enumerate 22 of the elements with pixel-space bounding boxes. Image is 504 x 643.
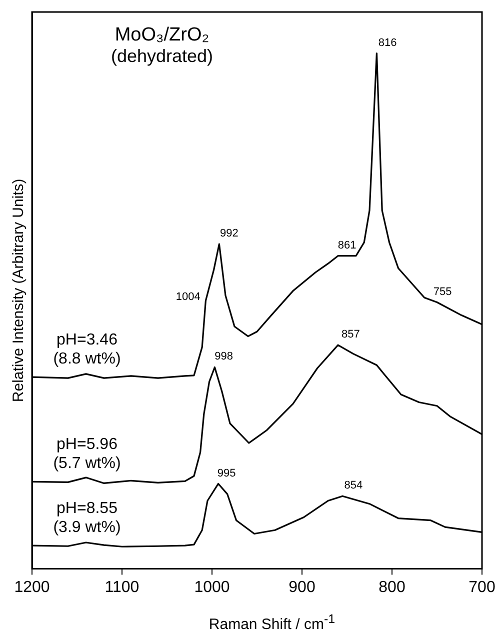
series-label: pH=5.96 (5.7 wt%) <box>53 436 121 472</box>
annotation: 995 <box>217 467 236 480</box>
y-axis-title: Relative Intensity (Arbitrary Units) <box>10 178 28 402</box>
annotation: 755 <box>433 286 452 298</box>
annotation: 1004 <box>176 291 200 304</box>
x-tick-label: 1000 <box>194 578 230 596</box>
chart-title: MoO₃/ZrO₂ <box>114 24 210 46</box>
x-tick-label: 700 <box>468 578 496 596</box>
x-axis-title: Raman Shift / cm$^{-1}$ <box>208 612 336 633</box>
x-tick-label: 1200 <box>14 578 50 596</box>
series-label: pH=8.55 (3.9 wt%) <box>53 500 121 536</box>
annotation: 992 <box>220 228 238 240</box>
annotation: 857 <box>342 328 360 341</box>
annotation: 998 <box>214 350 233 363</box>
x-tick-label: 1100 <box>104 578 140 596</box>
x-tick-label: 800 <box>378 578 406 596</box>
x-tick-label: 900 <box>288 578 316 596</box>
annotation: 854 <box>344 480 363 492</box>
annotation: 816 <box>378 36 397 49</box>
annotation: 861 <box>338 239 356 252</box>
chart-subtitle: (dehydrated) <box>110 46 214 66</box>
series-label: pH=3.46 (8.8 wt%) <box>53 331 121 368</box>
